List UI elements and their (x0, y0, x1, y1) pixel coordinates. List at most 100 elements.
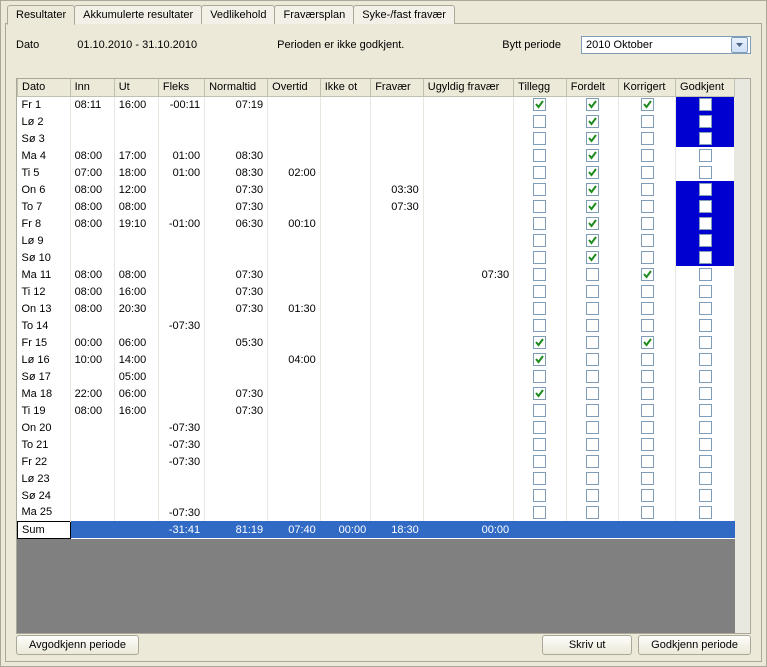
checkbox[interactable] (533, 166, 546, 179)
avgodkjenn-button[interactable]: Avgodkjenn periode (16, 635, 139, 655)
checkbox[interactable] (641, 285, 654, 298)
period-select[interactable]: 2010 Oktober (581, 36, 751, 54)
checkbox[interactable] (641, 234, 654, 247)
table-row[interactable]: Ma 25-07:30 (18, 504, 735, 521)
checkbox[interactable] (586, 370, 599, 383)
checkbox[interactable] (699, 370, 712, 383)
checkbox[interactable] (699, 217, 712, 230)
checkbox[interactable] (533, 217, 546, 230)
godkjenn-button[interactable]: Godkjenn periode (638, 635, 751, 655)
checkbox[interactable] (586, 183, 599, 196)
checkbox[interactable] (533, 234, 546, 247)
checkbox[interactable] (586, 166, 599, 179)
table-row[interactable]: Lø 23 (18, 470, 735, 487)
col-normaltid[interactable]: Normaltid (205, 79, 268, 96)
checkbox[interactable] (641, 336, 654, 349)
checkbox[interactable] (586, 319, 599, 332)
checkbox[interactable] (533, 370, 546, 383)
checkbox[interactable] (699, 98, 712, 111)
col-tillegg[interactable]: Tillegg (514, 79, 567, 96)
dropdown-icon[interactable] (731, 37, 748, 53)
checkbox[interactable] (699, 285, 712, 298)
checkbox[interactable] (641, 370, 654, 383)
table-row[interactable]: Lø 2 (18, 113, 735, 130)
table-row[interactable]: On 20-07:30 (18, 419, 735, 436)
table-row[interactable]: Ti 507:0018:0001:0008:3002:00 (18, 164, 735, 181)
checkbox[interactable] (641, 251, 654, 264)
table-row[interactable]: Ma 408:0017:0001:0008:30 (18, 147, 735, 164)
col-ikkeot[interactable]: Ikke ot (320, 79, 370, 96)
checkbox[interactable] (533, 285, 546, 298)
checkbox[interactable] (533, 353, 546, 366)
checkbox[interactable] (586, 472, 599, 485)
checkbox[interactable] (533, 183, 546, 196)
checkbox[interactable] (586, 387, 599, 400)
col-ut[interactable]: Ut (114, 79, 158, 96)
skrivut-button[interactable]: Skriv ut (542, 635, 632, 655)
checkbox[interactable] (586, 506, 599, 519)
col-fravaer[interactable]: Fravær (371, 79, 424, 96)
tab-vedlikehold[interactable]: Vedlikehold (201, 5, 275, 24)
table-row[interactable]: Lø 9 (18, 232, 735, 249)
checkbox[interactable] (533, 251, 546, 264)
checkbox[interactable] (586, 353, 599, 366)
checkbox[interactable] (699, 472, 712, 485)
checkbox[interactable] (641, 438, 654, 451)
checkbox[interactable] (533, 115, 546, 128)
checkbox[interactable] (699, 302, 712, 315)
tab-fravaersplan[interactable]: Fraværsplan (274, 5, 354, 24)
checkbox[interactable] (641, 115, 654, 128)
table-row[interactable]: Sø 24 (18, 487, 735, 504)
table-row[interactable]: Lø 1610:0014:0004:00 (18, 351, 735, 368)
checkbox[interactable] (699, 455, 712, 468)
checkbox[interactable] (586, 217, 599, 230)
checkbox[interactable] (586, 438, 599, 451)
checkbox[interactable] (586, 404, 599, 417)
checkbox[interactable] (699, 183, 712, 196)
checkbox[interactable] (699, 489, 712, 502)
checkbox[interactable] (699, 506, 712, 519)
checkbox[interactable] (699, 200, 712, 213)
checkbox[interactable] (699, 353, 712, 366)
table-row[interactable]: Fr 108:1116:00-00:1107:19 (18, 96, 735, 113)
checkbox[interactable] (641, 268, 654, 281)
checkbox[interactable] (699, 438, 712, 451)
checkbox[interactable] (533, 404, 546, 417)
checkbox[interactable] (641, 132, 654, 145)
checkbox[interactable] (533, 200, 546, 213)
table-row[interactable]: To 708:0008:0007:3007:30 (18, 198, 735, 215)
table-row[interactable]: Ma 1822:0006:0007:30 (18, 385, 735, 402)
table-row[interactable]: Sø 1705:00 (18, 368, 735, 385)
checkbox[interactable] (533, 387, 546, 400)
checkbox[interactable] (699, 421, 712, 434)
checkbox[interactable] (533, 336, 546, 349)
col-korrigert[interactable]: Korrigert (619, 79, 676, 96)
table-row[interactable]: On 1308:0020:3007:3001:30 (18, 300, 735, 317)
checkbox[interactable] (586, 132, 599, 145)
checkbox[interactable] (586, 234, 599, 247)
checkbox[interactable] (533, 455, 546, 468)
checkbox[interactable] (699, 387, 712, 400)
checkbox[interactable] (641, 217, 654, 230)
table-row[interactable]: On 608:0012:0007:3003:30 (18, 181, 735, 198)
checkbox[interactable] (533, 506, 546, 519)
checkbox[interactable] (699, 268, 712, 281)
checkbox[interactable] (641, 319, 654, 332)
checkbox[interactable] (533, 421, 546, 434)
col-fleks[interactable]: Fleks (158, 79, 204, 96)
checkbox[interactable] (586, 149, 599, 162)
checkbox[interactable] (533, 472, 546, 485)
checkbox[interactable] (699, 404, 712, 417)
checkbox[interactable] (586, 98, 599, 111)
checkbox[interactable] (533, 302, 546, 315)
checkbox[interactable] (533, 319, 546, 332)
checkbox[interactable] (533, 149, 546, 162)
checkbox[interactable] (699, 234, 712, 247)
checkbox[interactable] (533, 268, 546, 281)
checkbox[interactable] (641, 455, 654, 468)
checkbox[interactable] (699, 149, 712, 162)
col-inn[interactable]: Inn (70, 79, 114, 96)
checkbox[interactable] (641, 166, 654, 179)
checkbox[interactable] (586, 489, 599, 502)
table-row[interactable]: Ti 1908:0016:0007:30 (18, 402, 735, 419)
